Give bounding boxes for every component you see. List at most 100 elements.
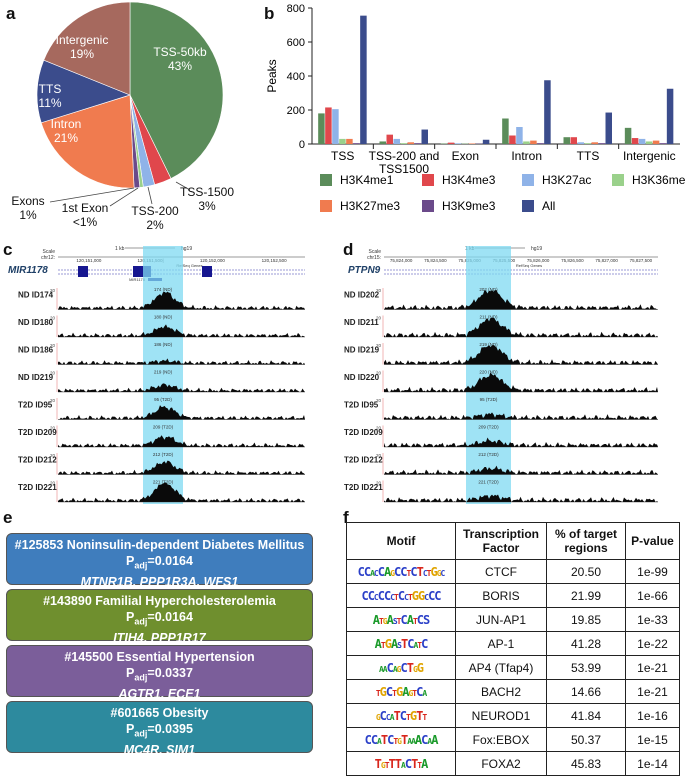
pie-pct-exons: 1%: [19, 208, 37, 222]
leader-exons: [50, 188, 134, 202]
pie-label-exons: Exons: [11, 194, 44, 208]
bar-h3k27me3-3: [530, 141, 537, 144]
bar-h3k4me3-1: [387, 135, 394, 144]
pct-target: 53.99: [547, 656, 626, 680]
padj-value: =0.0337: [147, 666, 193, 680]
bar-h3k27me3-1: [408, 142, 415, 144]
motif-logo: AACAGCTGG: [347, 656, 456, 680]
x-tick-label: Exon: [452, 149, 479, 163]
motif-logo-glyphs: TGTTTACTTA: [375, 758, 428, 771]
tf-name: AP-1: [456, 632, 547, 656]
motif-logo: CCACCAGCCTCTCTGGC: [347, 560, 456, 584]
gene-name: MIR1178: [8, 265, 48, 276]
gene-name: PTPN9: [348, 265, 381, 276]
track-ymax-5: 20: [50, 426, 56, 431]
legend-swatch-all: [522, 200, 534, 212]
bar-h3k4me1-4: [564, 137, 571, 144]
chr-label: chr12:: [41, 255, 55, 261]
track-signal-7: [384, 495, 658, 503]
bar-h3k27ac-4: [578, 142, 585, 144]
legend-label-all: All: [542, 199, 555, 213]
track-signal-3: [384, 373, 658, 393]
bar-h3k9me3-3: [537, 143, 544, 144]
track-ymax-7: 20: [50, 481, 56, 486]
bar-h3k36me3-5: [646, 141, 653, 144]
pct-target: 21.99: [547, 584, 626, 608]
track-tag-1: 180 (ND): [154, 315, 173, 320]
disease-padj: Padj=0.0395: [11, 721, 308, 742]
disease-genes: MC4R, SIM1: [11, 742, 308, 758]
track-signal-1: [384, 318, 658, 337]
motif-logo-glyphs: ATGASTCATCS: [373, 614, 430, 627]
track-ymax-6: 20: [376, 453, 382, 458]
disease-genes: MTNR1B, PPP1R3A, WFS1: [11, 574, 308, 590]
legend-swatch-h3k9me3: [422, 200, 434, 212]
disease-padj: Padj=0.0337: [11, 665, 308, 686]
sample-label-4: T2D ID95: [18, 401, 53, 410]
pie-label-tts: TTS: [39, 82, 62, 96]
track-signal-2: [384, 345, 658, 365]
bar-h3k4me1-0: [318, 113, 325, 144]
bar-h3k4me3-4: [571, 137, 578, 144]
assembly-label: hg19: [531, 246, 542, 252]
pct-target: 50.37: [547, 728, 626, 752]
motif-logo-glyphs: CCATCTGTAAACAA: [365, 734, 438, 747]
sample-label-0: ND ID174: [18, 291, 54, 300]
pie-label-intergenic: Intergenic: [56, 33, 109, 47]
bar-h3k27ac-1: [394, 139, 401, 144]
header-pct: % of target regions: [547, 523, 626, 560]
p-value: 1e-21: [626, 656, 680, 680]
y-tick-label: 0: [299, 139, 305, 151]
disease-box-0: #125853 Noninsulin-dependent Diabetes Me…: [6, 533, 313, 585]
track-tag-4: 95 (T2D): [154, 397, 172, 402]
motif-table-header: Motif Transcription Factor % of target r…: [347, 523, 680, 560]
legend-swatch-h3k4me1: [320, 174, 332, 186]
motif-logo: GCCATCTGTT: [347, 704, 456, 728]
kb-label: 1 kb: [115, 246, 125, 252]
track-ymax-7: 20: [376, 481, 382, 486]
pie-pct-tss-50kb: 43%: [168, 59, 192, 73]
bar-h3k27ac-0: [332, 109, 339, 144]
header-tf: Transcription Factor: [456, 523, 547, 560]
track-ymax-2: 20: [376, 343, 382, 348]
panel-label-e: e: [3, 508, 12, 528]
legend-label-h3k4me3: H3K4me3: [442, 173, 496, 187]
legend-label-h3k27ac: H3K27ac: [542, 173, 591, 187]
p-value: 1e-16: [626, 704, 680, 728]
pie-pct-intron: 21%: [54, 131, 78, 145]
bar-h3k27me3-5: [653, 141, 660, 144]
tf-name: NEUROD1: [456, 704, 547, 728]
padj-sub: adj: [134, 729, 147, 739]
motif-logo-glyphs: ATGASTCATC: [375, 638, 428, 651]
header-motif: Motif: [347, 523, 456, 560]
bar-h3k36me3-4: [585, 143, 592, 144]
highlight-region: [466, 246, 511, 504]
legend-swatch-h3k27ac: [522, 174, 534, 186]
track-ymax-2: 20: [50, 343, 56, 348]
header-pvalue: P-value: [626, 523, 680, 560]
sample-label-3: ND ID219: [18, 373, 54, 382]
track-ymax-5: 20: [376, 426, 382, 431]
track-ymax-0: 20: [376, 288, 382, 293]
padj-sub: adj: [134, 617, 147, 627]
x-tick-label: TTS: [577, 149, 600, 163]
y-tick-label: 200: [287, 105, 305, 117]
pct-target: 20.50: [547, 560, 626, 584]
pct-target: 19.85: [547, 608, 626, 632]
motif-logo: TGTTTACTTA: [347, 752, 456, 776]
disease-title: #125853 Noninsulin-dependent Diabetes Me…: [11, 537, 308, 553]
motif-logo: ATGASTCATC: [347, 632, 456, 656]
bar-h3k4me1-2: [441, 143, 448, 144]
pie-pct-tss-1500: 3%: [198, 199, 216, 213]
tf-name: Fox:EBOX: [456, 728, 547, 752]
pct-target: 41.84: [547, 704, 626, 728]
x-tick-label: TSS-200 and: [369, 149, 440, 163]
track-ymax-1: 20: [376, 316, 382, 321]
